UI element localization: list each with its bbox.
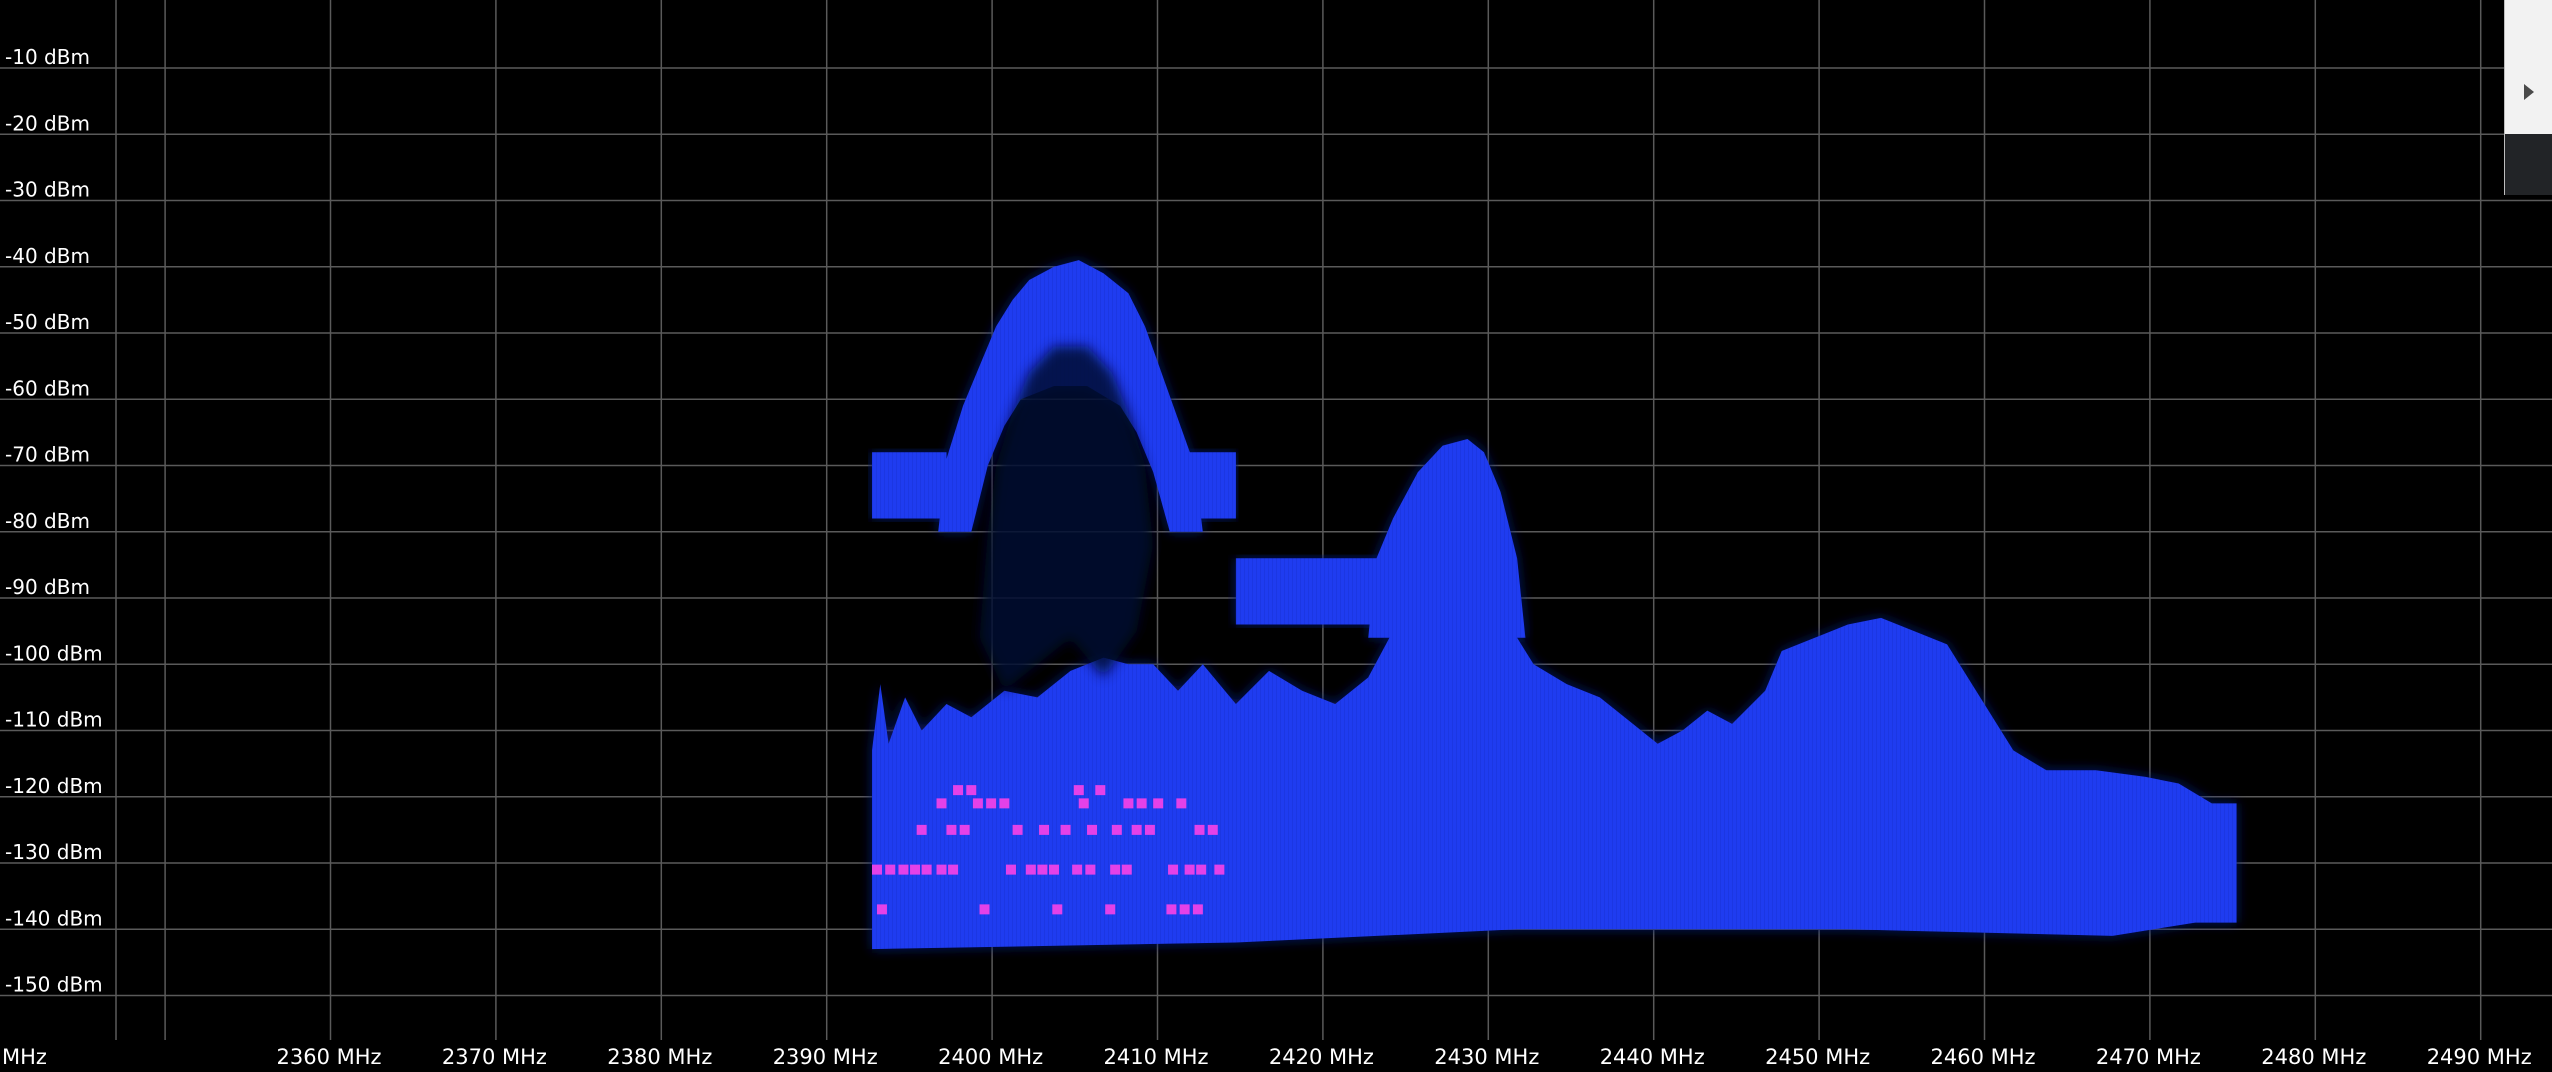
peak-marker [999, 798, 1010, 809]
peak-marker [1052, 904, 1063, 915]
x-tick-label: 2400 MHz [938, 1045, 1043, 1069]
peak-marker [1144, 824, 1155, 835]
peak-marker [986, 798, 997, 809]
spectrum-traces [872, 260, 2237, 950]
peak-marker [872, 864, 883, 875]
side-panel [2504, 0, 2552, 195]
x-tick-label: 2470 MHz [2096, 1045, 2201, 1069]
x-tick-label: 2360 MHz [277, 1045, 382, 1069]
peak-marker [1060, 824, 1071, 835]
peak-marker [1136, 798, 1147, 809]
peak-marker [979, 904, 990, 915]
peak-marker [1039, 824, 1050, 835]
peak-marker [1037, 864, 1048, 875]
x-tick-label: 2380 MHz [607, 1045, 712, 1069]
peak-marker [1192, 904, 1203, 915]
peak-marker [1105, 904, 1116, 915]
y-tick-label: -110 dBm [5, 708, 103, 732]
x-tick-label: MHz [2, 1045, 47, 1069]
peak-marker [1168, 864, 1179, 875]
peak-marker [936, 798, 947, 809]
peak-marker [885, 864, 896, 875]
peak-marker [1005, 864, 1016, 875]
x-tick-label: 2390 MHz [773, 1045, 878, 1069]
peak-marker [1073, 785, 1084, 796]
peak-marker [921, 864, 932, 875]
spectrum-dome-4 [1368, 439, 1526, 638]
panel-dark-block [2505, 134, 2552, 195]
peak-markers [872, 785, 1225, 915]
play-right-icon [2524, 84, 2534, 100]
peak-marker [1123, 798, 1134, 809]
x-tick-label: 2410 MHz [1104, 1045, 1209, 1069]
peak-marker [1085, 864, 1096, 875]
peak-marker [1176, 798, 1187, 809]
peak-marker [1121, 864, 1132, 875]
peak-marker [910, 864, 921, 875]
peak-marker [946, 824, 957, 835]
y-tick-label: -90 dBm [5, 575, 90, 599]
peak-marker [1153, 798, 1164, 809]
spectrum-plateau-5 [1235, 558, 1385, 625]
spectrum-band-0 [872, 531, 2237, 950]
x-tick-label: 2420 MHz [1269, 1045, 1374, 1069]
peak-marker [936, 864, 947, 875]
peak-marker [972, 798, 983, 809]
x-tick-label: 2480 MHz [2261, 1045, 2366, 1069]
peak-marker [1196, 864, 1207, 875]
peak-marker [1214, 864, 1225, 875]
y-tick-label: -100 dBm [5, 641, 103, 665]
peak-marker [948, 864, 959, 875]
peak-marker [953, 785, 964, 796]
y-tick-label: -120 dBm [5, 774, 103, 798]
y-tick-label: -50 dBm [5, 310, 90, 334]
y-tick-label: -150 dBm [5, 973, 103, 997]
peak-marker [1111, 824, 1122, 835]
y-tick-label: -140 dBm [5, 906, 103, 930]
peak-marker [876, 904, 887, 915]
peak-marker [1131, 824, 1142, 835]
spectrum-plateau-2 [872, 452, 947, 519]
y-tick-label: -30 dBm [5, 178, 90, 202]
x-tick-label: 2440 MHz [1600, 1045, 1705, 1069]
y-tick-label: -60 dBm [5, 376, 90, 400]
peak-marker [1072, 864, 1083, 875]
peak-marker [966, 785, 977, 796]
y-axis-labels: -10 dBm -20 dBm -30 dBm -40 dBm -50 dBm -60 d… [5, 45, 103, 997]
y-tick-label: -40 dBm [5, 244, 90, 268]
peak-marker [916, 824, 927, 835]
peak-marker [898, 864, 909, 875]
x-axis-labels: MHz 2360 MHz 2370 MHz 2380 MHz 2390 MHz 2400 … [2, 1045, 2532, 1069]
peak-marker [1095, 785, 1106, 796]
x-tick-label: 2430 MHz [1434, 1045, 1539, 1069]
peak-marker [1048, 864, 1059, 875]
peak-marker [1207, 824, 1218, 835]
y-tick-label: -10 dBm [5, 45, 90, 69]
peak-marker [1110, 864, 1121, 875]
x-tick-label: 2370 MHz [442, 1045, 547, 1069]
peak-marker [1078, 798, 1089, 809]
y-tick-label: -20 dBm [5, 111, 90, 135]
y-tick-label: -80 dBm [5, 509, 90, 533]
peak-marker [1166, 904, 1177, 915]
x-tick-label: 2450 MHz [1765, 1045, 1870, 1069]
peak-marker [1179, 904, 1190, 915]
peak-marker [1194, 824, 1205, 835]
peak-marker [1087, 824, 1098, 835]
spectrum-plateau-3 [1186, 452, 1236, 519]
x-tick-label: 2490 MHz [2427, 1045, 2532, 1069]
spectrum-dome-1 [938, 260, 1203, 532]
peak-marker [959, 824, 970, 835]
y-tick-label: -130 dBm [5, 840, 103, 864]
spectrum-shadow-region [979, 346, 1154, 691]
panel-toggle-button[interactable] [2505, 72, 2552, 112]
peak-marker [1012, 824, 1023, 835]
peak-marker [1184, 864, 1195, 875]
y-tick-label: -70 dBm [5, 443, 90, 467]
peak-marker [1025, 864, 1036, 875]
x-tick-label: 2460 MHz [1931, 1045, 2036, 1069]
